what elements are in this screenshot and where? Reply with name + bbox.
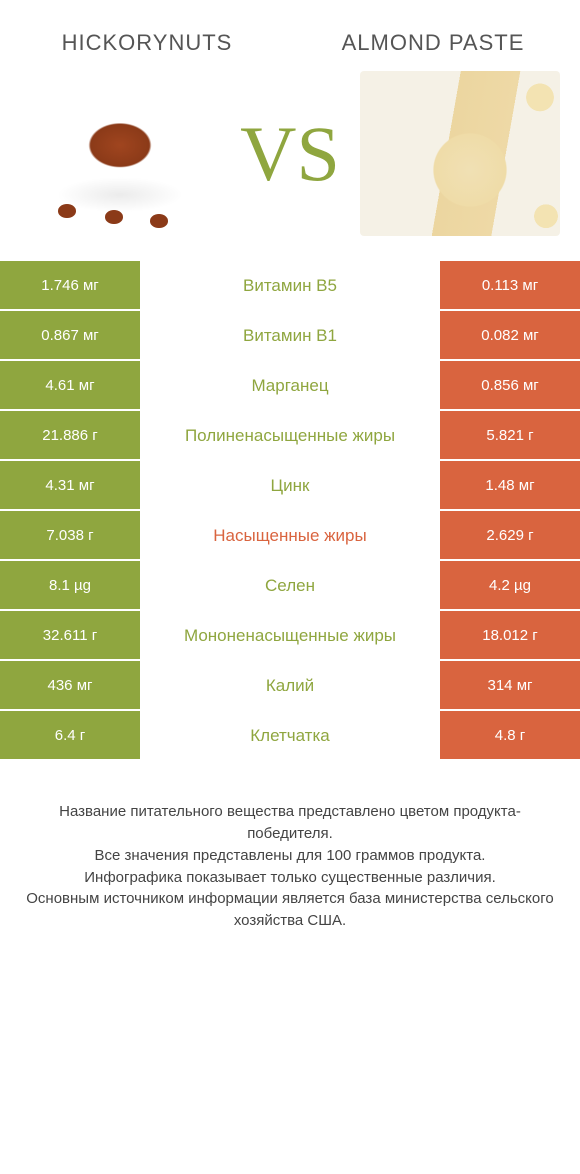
nutrient-label: Витамин B5 [140,261,440,311]
nutrient-label: Полиненасыщенные жиры [140,411,440,461]
left-product-image [20,71,220,236]
vs-label: VS [240,115,340,193]
left-value: 4.61 мг [0,361,140,411]
nutrient-label: Мононенасыщенные жиры [140,611,440,661]
header: HICKORYNUTS ALMOND PASTE [0,0,580,66]
left-value: 0.867 мг [0,311,140,361]
left-value: 4.31 мг [0,461,140,511]
left-value: 436 мг [0,661,140,711]
left-value: 1.746 мг [0,261,140,311]
right-value: 0.113 мг [440,261,580,311]
left-value: 8.1 µg [0,561,140,611]
left-value: 21.886 г [0,411,140,461]
left-value: 7.038 г [0,511,140,561]
nutrient-label: Марганец [140,361,440,411]
right-value: 4.2 µg [440,561,580,611]
right-value: 18.012 г [440,611,580,661]
right-product-title: ALMOND PASTE [316,30,550,56]
footer-line: Основным источником информации является … [20,888,560,932]
left-product-title: HICKORYNUTS [30,30,264,56]
table-row: 32.611 гМононенасыщенные жиры18.012 г [0,611,580,661]
table-row: 436 мгКалий314 мг [0,661,580,711]
images-row: VS [0,66,580,261]
footer-notes: Название питательного вещества представл… [0,761,580,942]
table-row: 4.31 мгЦинк1.48 мг [0,461,580,511]
table-row: 21.886 гПолиненасыщенные жиры5.821 г [0,411,580,461]
left-value: 32.611 г [0,611,140,661]
right-product-image [360,71,560,236]
table-row: 1.746 мгВитамин B50.113 мг [0,261,580,311]
right-value: 5.821 г [440,411,580,461]
nutrient-label: Витамин B1 [140,311,440,361]
nutrient-label: Цинк [140,461,440,511]
footer-line: Инфографика показывает только существенн… [20,867,560,889]
nutrient-label: Клетчатка [140,711,440,761]
nutrient-label: Селен [140,561,440,611]
nutrient-label: Насыщенные жиры [140,511,440,561]
footer-line: Все значения представлены для 100 граммо… [20,845,560,867]
table-row: 0.867 мгВитамин B10.082 мг [0,311,580,361]
table-row: 8.1 µgСелен4.2 µg [0,561,580,611]
right-value: 2.629 г [440,511,580,561]
right-value: 314 мг [440,661,580,711]
right-value: 0.082 мг [440,311,580,361]
footer-line: Название питательного вещества представл… [20,801,560,845]
nutrient-table: 1.746 мгВитамин B50.113 мг0.867 мгВитами… [0,261,580,761]
table-row: 7.038 гНасыщенные жиры2.629 г [0,511,580,561]
right-value: 4.8 г [440,711,580,761]
table-row: 6.4 гКлетчатка4.8 г [0,711,580,761]
right-value: 1.48 мг [440,461,580,511]
table-row: 4.61 мгМарганец0.856 мг [0,361,580,411]
right-value: 0.856 мг [440,361,580,411]
left-value: 6.4 г [0,711,140,761]
nutrient-label: Калий [140,661,440,711]
